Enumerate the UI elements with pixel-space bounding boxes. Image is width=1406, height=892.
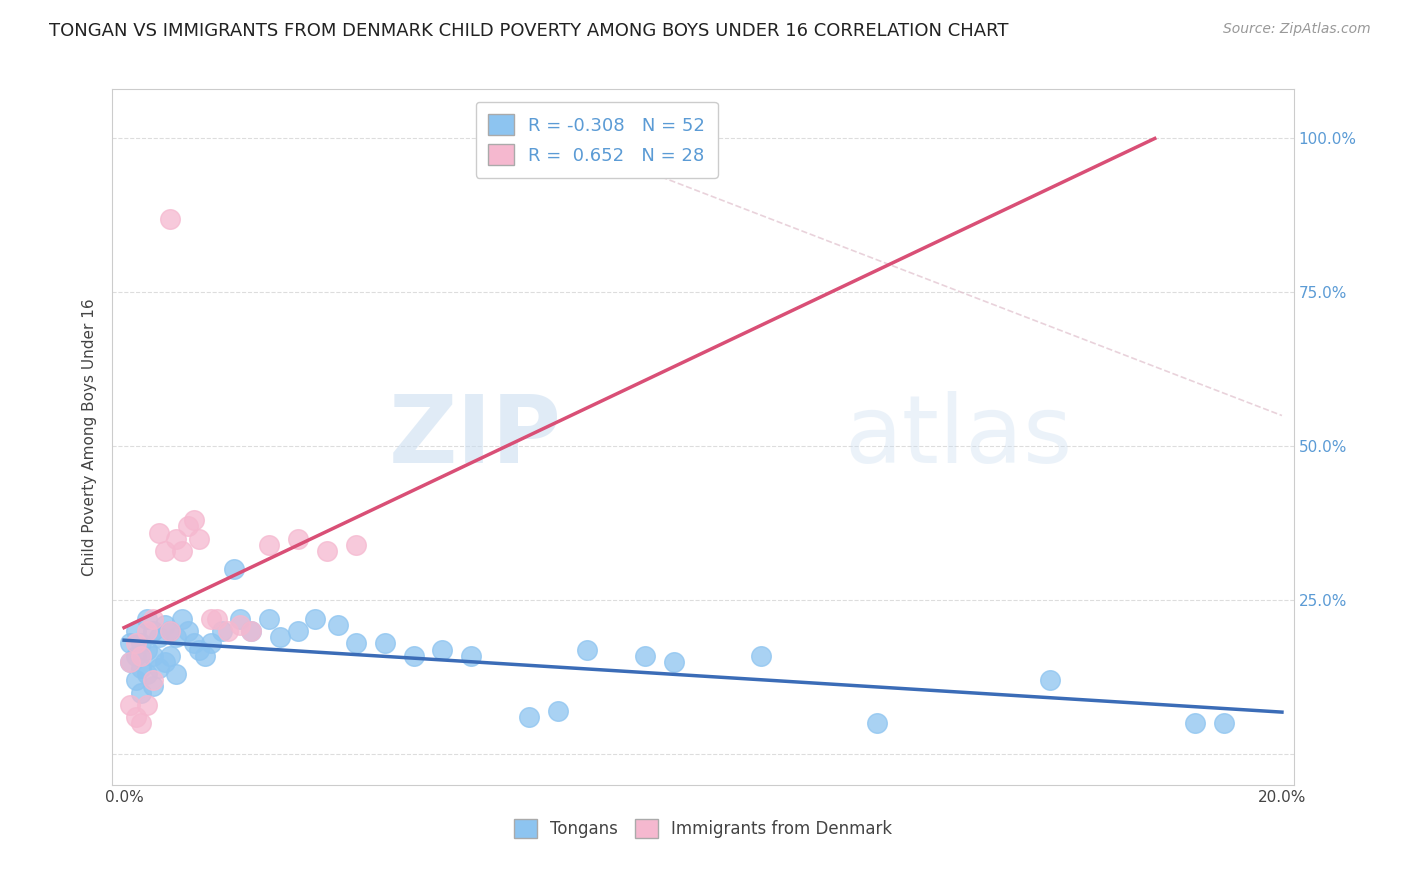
Point [124,624,146,638]
Point [257,612,280,626]
Point [159,624,181,638]
Point [1184,716,1206,731]
Point [662,655,685,669]
Point [153,544,176,558]
Point [148,630,170,644]
Point [374,636,396,650]
Point [1213,716,1236,731]
Point [153,618,176,632]
Point [1039,673,1062,688]
Point [159,648,181,663]
Point [188,642,211,657]
Point [118,655,141,669]
Point [142,680,165,694]
Text: Source: ZipAtlas.com: Source: ZipAtlas.com [1223,22,1371,37]
Point [177,519,200,533]
Point [118,636,141,650]
Point [165,532,187,546]
Point [124,673,146,688]
Point [159,211,181,226]
Point [315,544,337,558]
Point [153,655,176,669]
Point [165,630,187,644]
Point [211,624,233,638]
Point [170,612,193,626]
Point [183,513,205,527]
Point [222,562,245,576]
Point [304,612,326,626]
Point [177,624,200,638]
Point [131,661,153,675]
Point [142,624,165,638]
Point [118,698,141,712]
Point [229,612,252,626]
Point [183,636,205,650]
Point [136,612,159,626]
Point [257,538,280,552]
Point [634,648,657,663]
Point [170,544,193,558]
Point [517,710,540,724]
Point [188,532,211,546]
Point [136,667,159,681]
Point [200,636,222,650]
Text: atlas: atlas [845,391,1073,483]
Point [460,648,482,663]
Point [287,532,309,546]
Point [131,685,153,699]
Point [866,716,889,731]
Point [136,698,159,712]
Point [194,648,217,663]
Point [217,624,239,638]
Point [328,618,350,632]
Point [159,624,181,638]
Legend: Tongans, Immigrants from Denmark: Tongans, Immigrants from Denmark [505,810,901,847]
Point [344,636,367,650]
Point [131,716,153,731]
Point [749,648,772,663]
Point [124,710,146,724]
Point [131,636,153,650]
Point [136,642,159,657]
Point [136,624,159,638]
Point [344,538,367,552]
Point [148,525,170,540]
Point [142,612,165,626]
Point [576,642,599,657]
Point [124,648,146,663]
Point [402,648,425,663]
Point [205,612,228,626]
Point [165,667,187,681]
Point [287,624,309,638]
Point [240,624,263,638]
Point [229,618,252,632]
Point [142,648,165,663]
Point [142,673,165,688]
Point [148,661,170,675]
Point [131,648,153,663]
Point [200,612,222,626]
Point [124,636,146,650]
Point [547,704,569,718]
Point [240,624,263,638]
Point [269,630,291,644]
Text: ZIP: ZIP [388,391,561,483]
Point [118,655,141,669]
Y-axis label: Child Poverty Among Boys Under 16: Child Poverty Among Boys Under 16 [82,298,97,576]
Text: TONGAN VS IMMIGRANTS FROM DENMARK CHILD POVERTY AMONG BOYS UNDER 16 CORRELATION : TONGAN VS IMMIGRANTS FROM DENMARK CHILD … [49,22,1008,40]
Point [432,642,454,657]
